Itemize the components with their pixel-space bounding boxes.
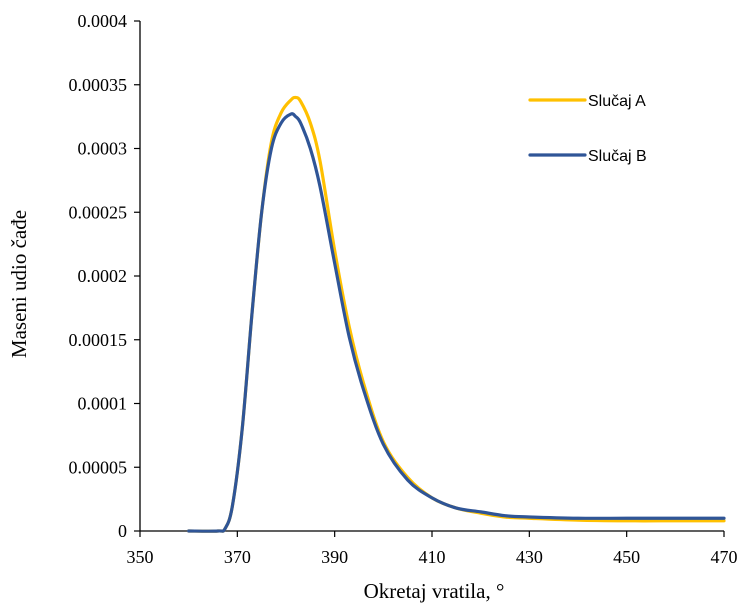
y-tick-label: 0 — [118, 521, 127, 541]
legend-label: Slučaj A — [588, 93, 646, 110]
y-tick-label: 0.0002 — [78, 266, 128, 286]
x-tick-label: 350 — [127, 547, 154, 567]
x-tick-label: 430 — [516, 547, 543, 567]
y-tick-label: 0.0004 — [78, 11, 128, 31]
series-layer — [187, 95, 726, 533]
x-tick-label: 390 — [321, 547, 348, 567]
series-line-b — [187, 112, 726, 533]
legend: Slučaj A Slučaj B — [528, 93, 647, 165]
y-tick-label: 0.00025 — [69, 202, 128, 222]
x-tick-label: 470 — [711, 547, 738, 567]
y-tick-label: 0.0003 — [78, 139, 128, 159]
y-tick-label: 0.0001 — [78, 394, 128, 414]
y-tick-label: 0.00015 — [69, 330, 128, 350]
x-tick-label: 410 — [419, 547, 446, 567]
x-tick-label: 450 — [613, 547, 640, 567]
legend-label: Slučaj B — [588, 148, 647, 165]
x-axis-title: Okretaj vratila, ° — [364, 579, 505, 603]
y-axis-title: Maseni udio čađe — [7, 210, 31, 358]
x-tick-label: 370 — [224, 547, 251, 567]
y-tick-label: 0.00035 — [69, 75, 128, 95]
y-tick-label: 0.00005 — [69, 457, 128, 477]
y-axis-ticks: 0 0.00005 0.0001 0.00015 0.0002 0.00025 0.0003… — [69, 11, 140, 541]
x-axis-ticks: 350 370 390 410 430 450 470 — [127, 531, 738, 567]
